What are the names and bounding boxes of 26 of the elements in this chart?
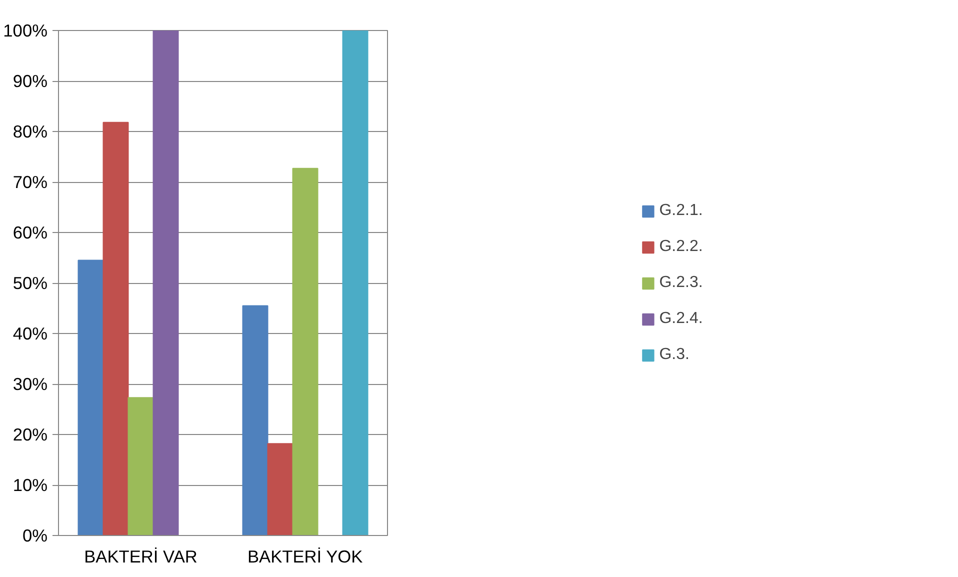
bar: [292, 168, 318, 536]
legend-label: G.3.: [659, 346, 690, 364]
legend-label: G.2.2.: [659, 238, 703, 256]
legend-label: G.2.1.: [659, 202, 703, 220]
y-tick-label: 70%: [12, 172, 48, 192]
y-tick-label: 100%: [3, 20, 48, 40]
y-tick-label: 30%: [12, 374, 48, 394]
y-tick-label: 40%: [12, 324, 48, 344]
bar: [128, 397, 154, 536]
bar: [78, 260, 104, 536]
bar: [102, 122, 129, 536]
x-tick-label: BAKTERİ YOK: [247, 546, 364, 566]
bar: [267, 443, 294, 536]
y-tick-label: 90%: [12, 71, 48, 91]
y-tick-label: 50%: [12, 273, 48, 293]
bar: [342, 30, 368, 536]
y-tick-label: 20%: [12, 424, 48, 444]
y-tick-label: 60%: [12, 222, 48, 242]
bar: [152, 30, 179, 536]
y-tick-label: 10%: [12, 475, 48, 495]
legend-label: G.2.3.: [659, 274, 703, 292]
bar: [242, 305, 268, 536]
legend-label: G.2.4.: [659, 310, 703, 328]
x-tick-label: BAKTERİ VAR: [84, 546, 198, 566]
y-tick-label: 0%: [22, 526, 48, 546]
y-tick-label: 80%: [12, 122, 48, 142]
